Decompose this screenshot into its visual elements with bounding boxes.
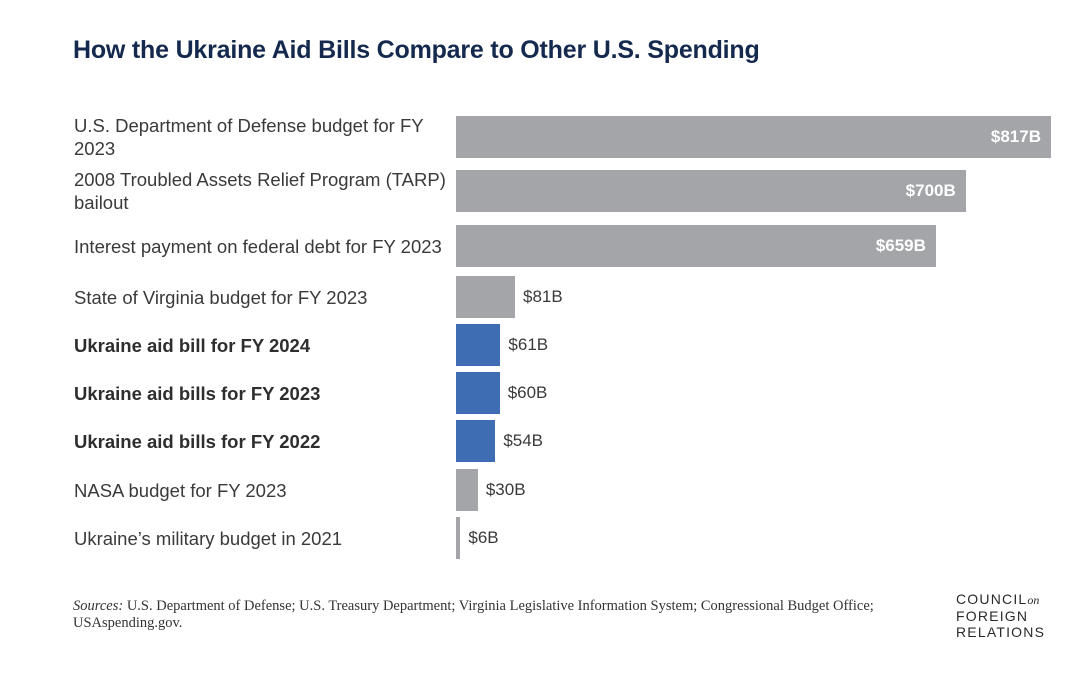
bar [456,116,1051,158]
value-label: $81B [522,287,563,306]
sources-text: U.S. Department of Defense; U.S. Treasur… [73,598,874,631]
category-label: NASA budget for FY 2023 [74,479,287,501]
category-label: 2008 Troubled Assets Relief Program (TAR… [74,169,446,213]
category-label: Ukraine aid bill for FY 2024 [74,334,311,356]
bar [456,324,501,366]
category-label: U.S. Department of Defense budget for FY… [74,115,424,159]
chart-title: How the Ukraine Aid Bills Compare to Oth… [73,36,760,64]
value-label: $700B [905,181,956,200]
bar [456,170,966,212]
value-label: $60B [507,383,548,402]
value-label: $61B [508,335,549,354]
value-label: $659B [875,236,926,255]
category-label: Interest payment on federal debt for FY … [74,235,442,257]
value-label: $817B [990,127,1041,146]
sources-note: Sources: U.S. Department of Defense; U.S… [73,598,953,632]
logo-line1: COUNCIL [956,591,1028,607]
category-label: Ukraine’s military budget in 2021 [74,527,343,549]
value-label: $6B [468,528,499,547]
bar [456,469,478,511]
value-label: $30B [485,480,526,499]
logo-on: on [1027,593,1040,607]
bar [456,276,515,318]
bar [456,420,496,462]
bar [456,372,500,414]
category-label: Ukraine aid bills for FY 2022 [74,430,321,452]
bar [456,225,936,267]
sources-lead: Sources: [73,598,124,614]
value-label: $54B [503,431,544,450]
category-label: Ukraine aid bills for FY 2023 [74,382,321,404]
logo-line3: RELATIONS [956,624,1046,640]
logo-line2: FOREIGN [956,608,1029,624]
category-label: State of Virginia budget for FY 2023 [74,286,368,308]
cfr-logo: COUNCILon FOREIGN RELATIONS [956,591,1045,640]
bar [456,517,461,559]
